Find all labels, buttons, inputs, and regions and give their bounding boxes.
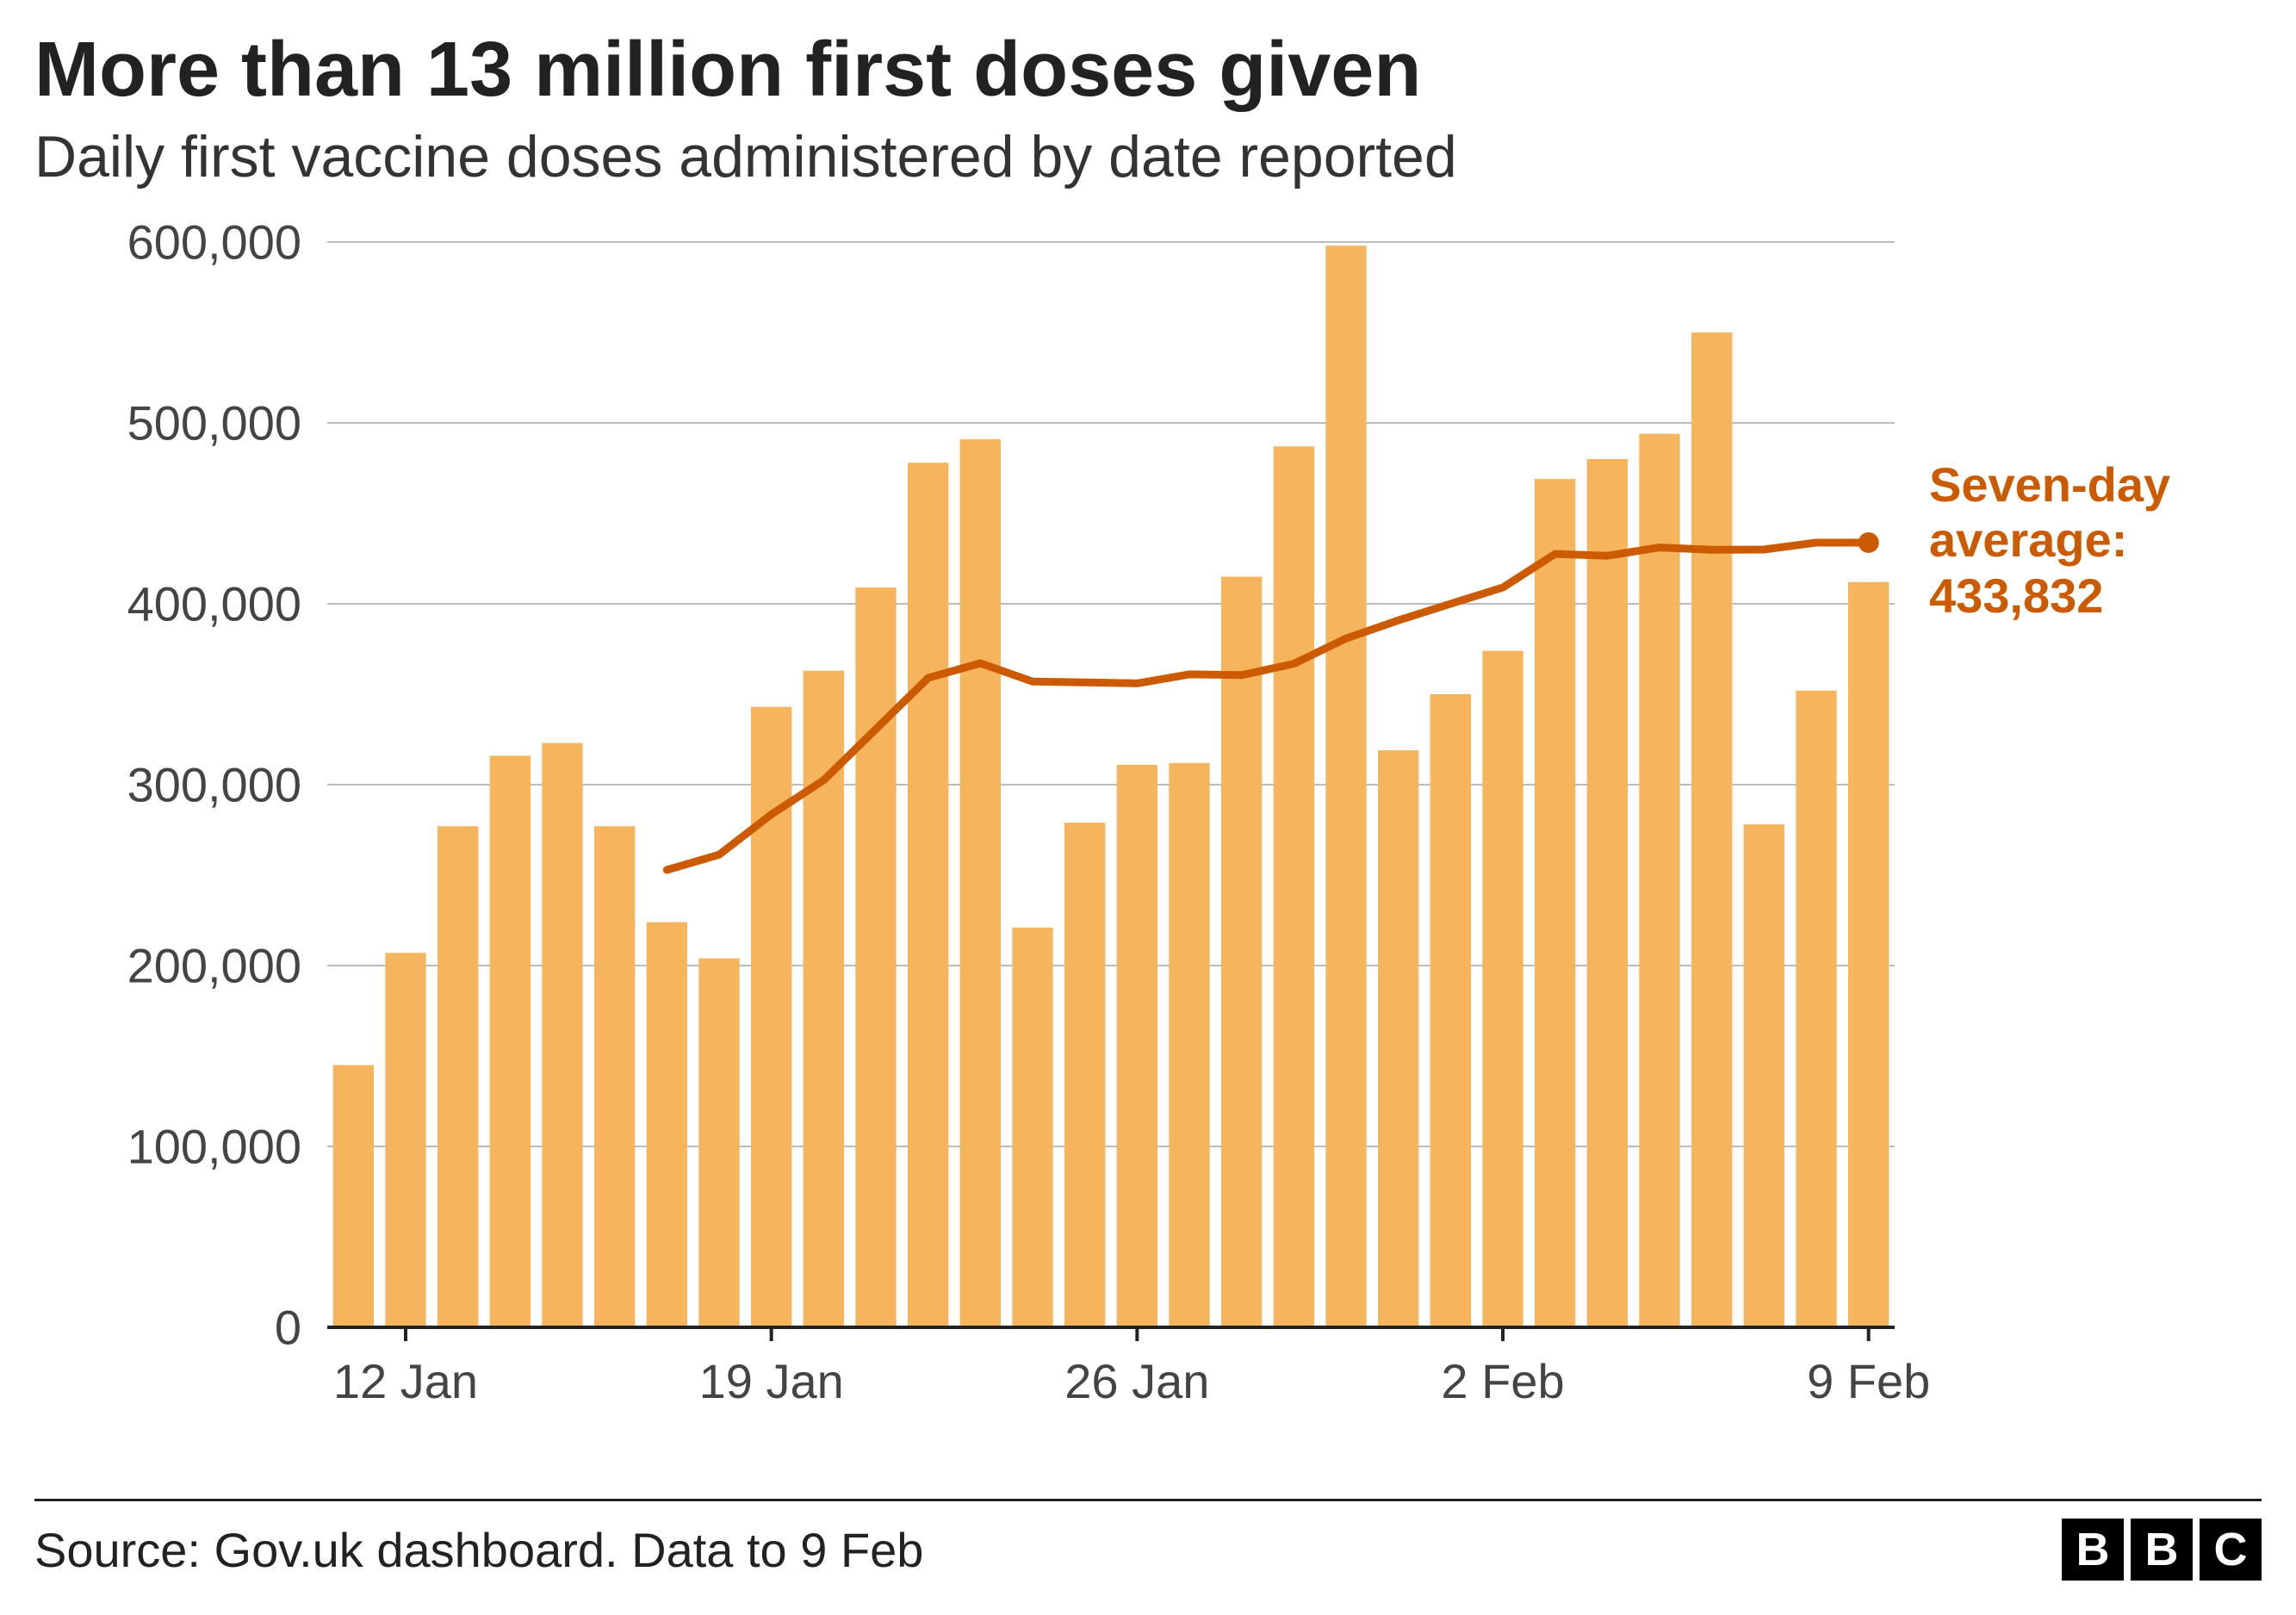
- bar: [1325, 245, 1366, 1327]
- bar: [647, 922, 687, 1327]
- x-axis-label: 9 Feb: [1807, 1354, 1930, 1408]
- bar: [1535, 479, 1575, 1327]
- y-axis-label: 200,000: [127, 939, 301, 993]
- bar: [751, 707, 791, 1327]
- bar: [698, 959, 739, 1327]
- x-axis-label: 2 Feb: [1441, 1354, 1564, 1408]
- bar: [1221, 577, 1262, 1328]
- bar: [1848, 582, 1889, 1327]
- bar: [1691, 332, 1732, 1327]
- bar: [1744, 824, 1784, 1327]
- x-axis-label: 19 Jan: [699, 1354, 844, 1408]
- seven-day-average-endpoint: [1859, 532, 1879, 553]
- bar: [1378, 750, 1418, 1327]
- bar: [1012, 928, 1052, 1327]
- bar: [960, 439, 1001, 1327]
- chart-subtitle: Daily first vaccine doses administered b…: [34, 123, 2262, 190]
- y-axis-label: 600,000: [127, 225, 301, 270]
- chart-area: 0 100,000 200,000 300,000 400,000 500,000 600,…: [34, 225, 2262, 1457]
- bar: [1430, 694, 1471, 1327]
- bar: [437, 826, 478, 1327]
- bar: [1639, 434, 1679, 1327]
- bar: [1064, 823, 1105, 1327]
- bar: [1117, 765, 1157, 1327]
- bar: [1587, 459, 1628, 1327]
- y-axis-label: 0: [275, 1301, 301, 1355]
- bbc-logo: BBC: [2062, 1519, 2262, 1581]
- source-text: Source: Gov.uk dashboard. Data to 9 Feb: [34, 1522, 923, 1578]
- bar: [1169, 763, 1209, 1327]
- bar: [542, 743, 582, 1327]
- y-axis-label: 100,000: [127, 1120, 301, 1174]
- x-axis-label: 12 Jan: [333, 1354, 478, 1408]
- bar: [1482, 651, 1523, 1327]
- bar: [1796, 691, 1836, 1327]
- footer: Source: Gov.uk dashboard. Data to 9 Feb …: [34, 1499, 2262, 1581]
- chart-svg: 0 100,000 200,000 300,000 400,000 500,000 600,…: [34, 225, 2262, 1457]
- y-axis-label: 500,000: [127, 396, 301, 450]
- y-axis-label: 300,000: [127, 758, 301, 812]
- bbc-logo-block: B: [2131, 1519, 2193, 1581]
- seven-day-average-annotation: Seven-dayaverage:433,832: [1929, 457, 2170, 624]
- bar: [855, 587, 896, 1327]
- x-axis-label: 26 Jan: [1064, 1354, 1209, 1408]
- bar: [1274, 446, 1314, 1327]
- chart-title: More than 13 million first doses given: [34, 26, 2262, 115]
- seven-day-average-line: [667, 543, 1868, 870]
- bbc-logo-block: C: [2200, 1519, 2262, 1581]
- bar: [908, 463, 948, 1327]
- bar: [385, 953, 425, 1327]
- bar: [594, 826, 635, 1327]
- bar: [333, 1065, 374, 1328]
- y-axis-label: 400,000: [127, 577, 301, 631]
- bbc-logo-block: B: [2062, 1519, 2124, 1581]
- bar: [490, 755, 531, 1327]
